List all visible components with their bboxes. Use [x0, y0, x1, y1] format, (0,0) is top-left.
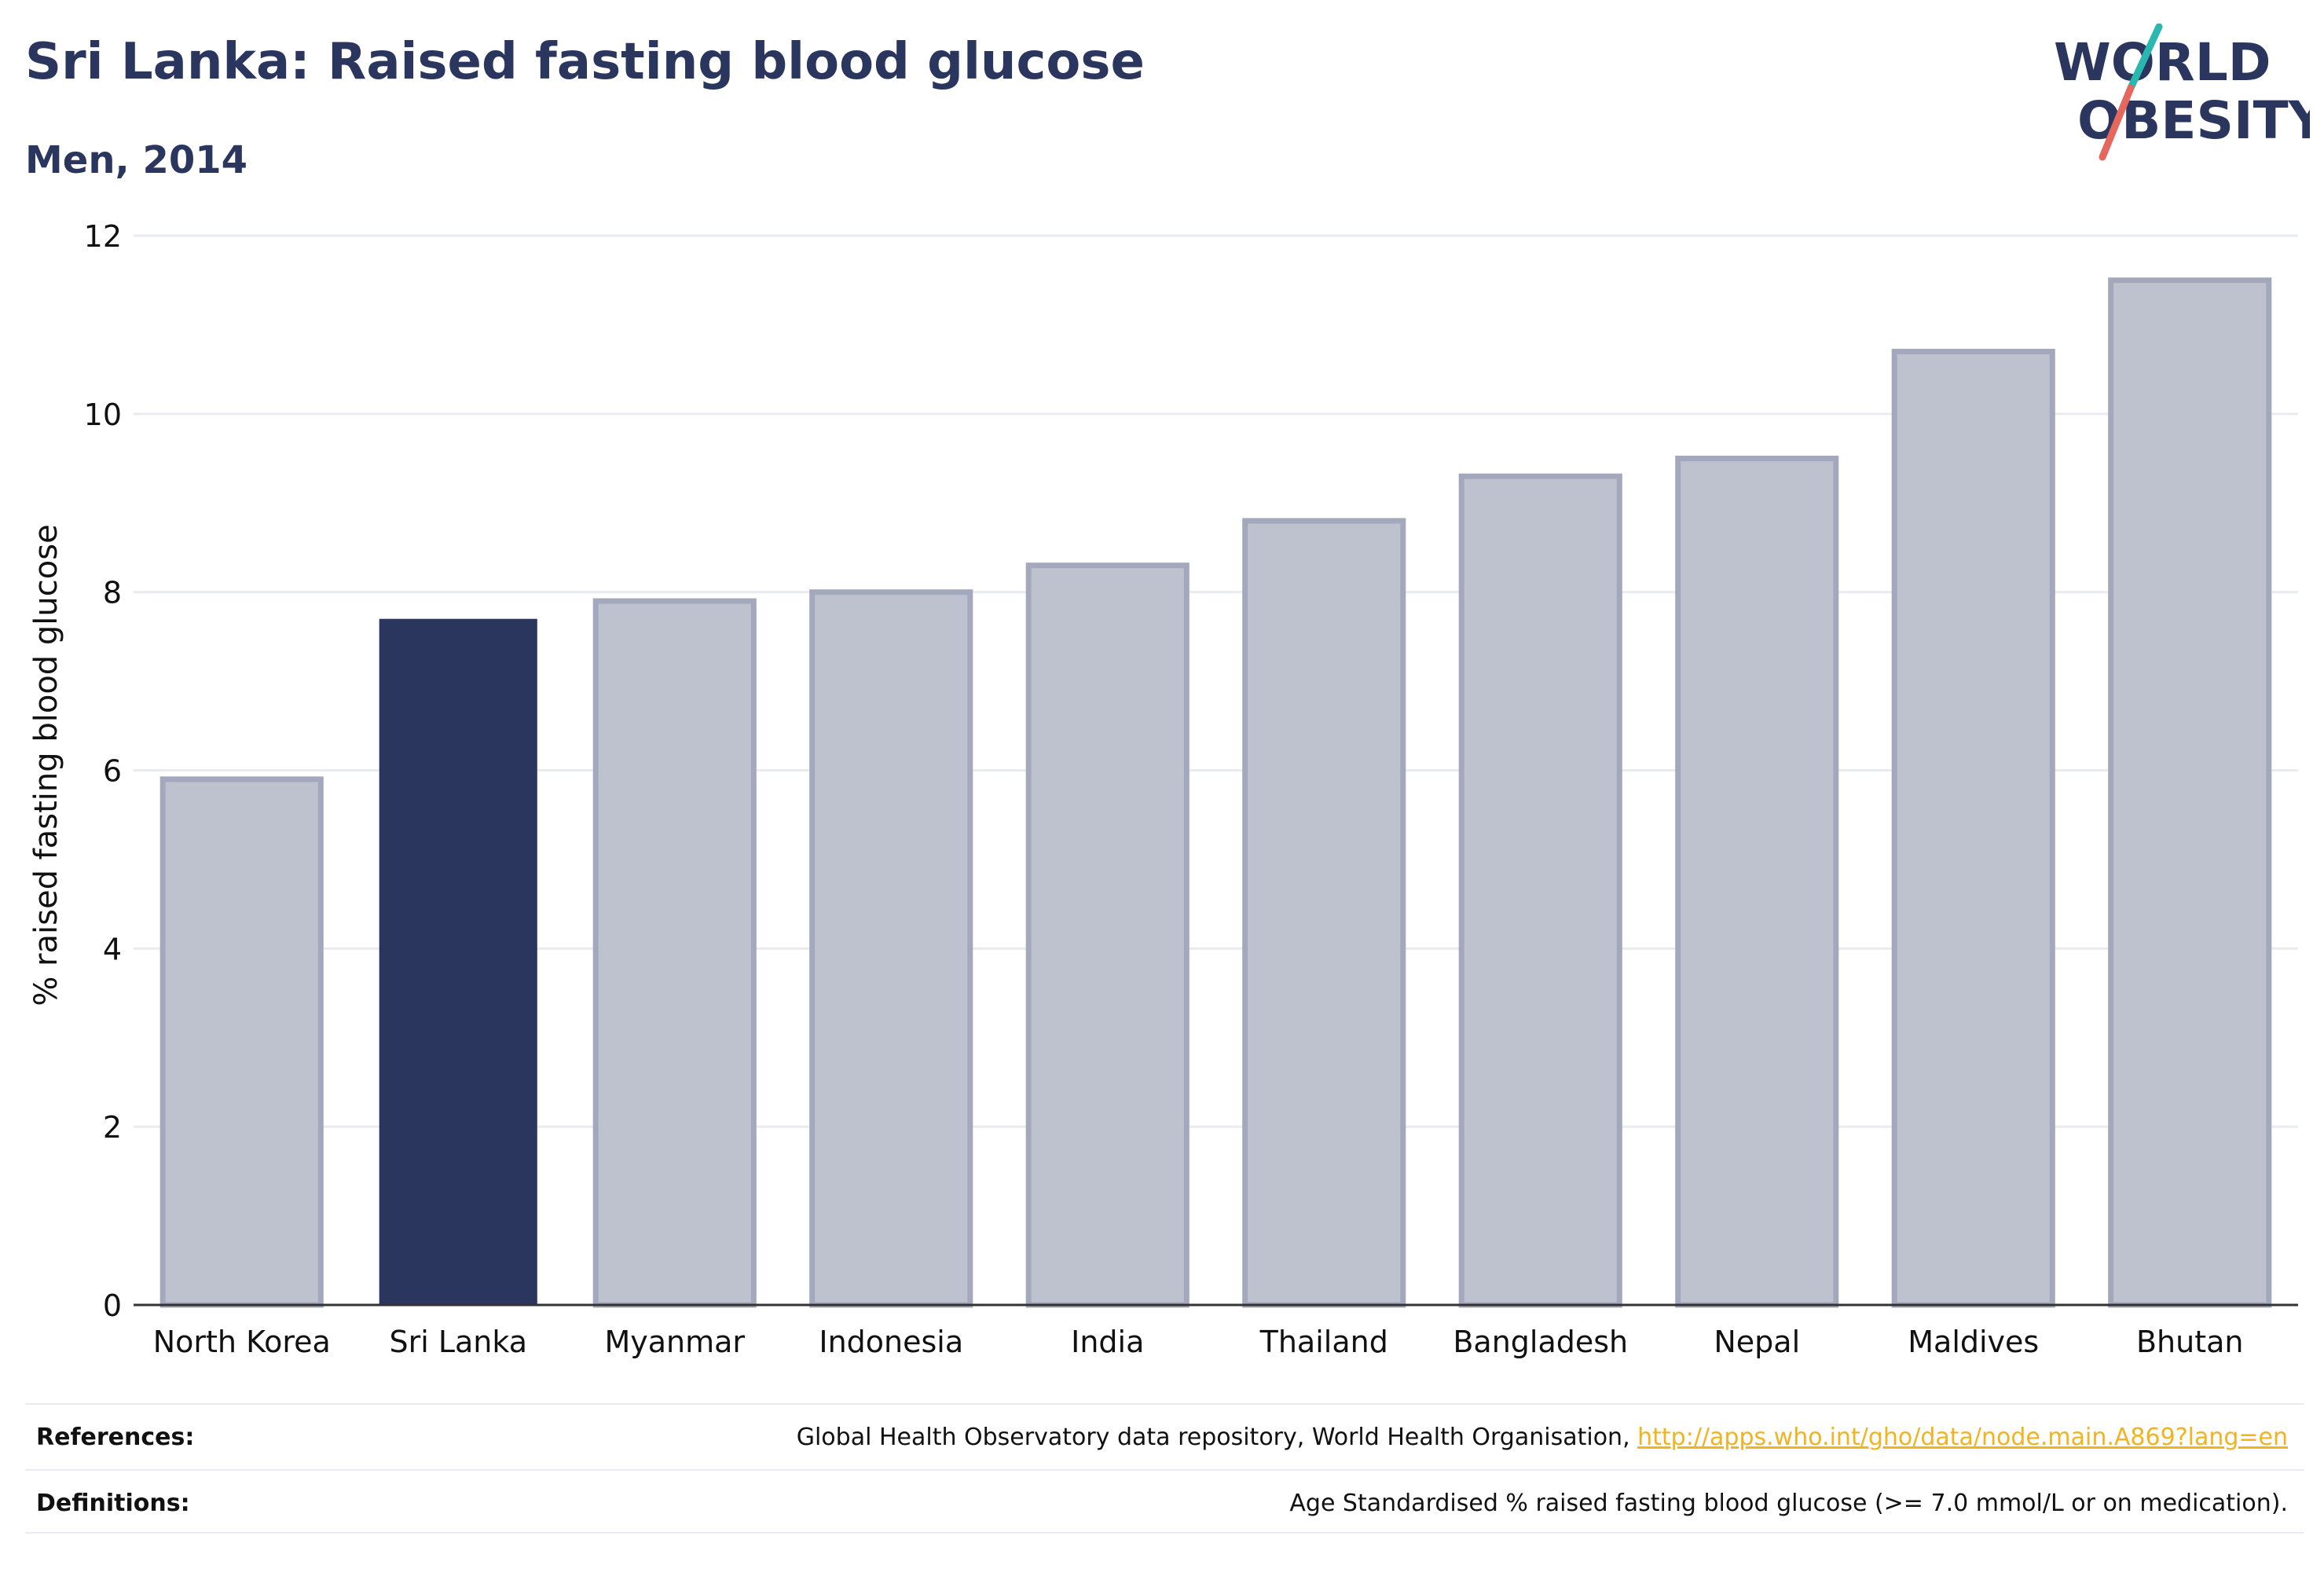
x-tick-label: Myanmar — [604, 1325, 745, 1359]
x-tick-label: Bangladesh — [1453, 1325, 1628, 1359]
bar — [1458, 473, 1622, 1308]
bar — [1025, 563, 1189, 1308]
footer-divider-top — [25, 1403, 2304, 1405]
x-tick-label: Nepal — [1714, 1325, 1800, 1359]
footer-divider-middle — [25, 1469, 2304, 1471]
y-axis-label: % raised fasting blood glucose — [28, 524, 64, 1006]
x-tick-label: Sri Lanka — [389, 1325, 527, 1359]
bar — [2108, 277, 2272, 1308]
bar — [809, 589, 973, 1308]
y-tick-label: 6 — [103, 754, 122, 789]
bar-highlighted — [379, 618, 537, 1305]
y-tick-label: 4 — [103, 932, 122, 966]
definitions-label: Definitions: — [36, 1490, 190, 1517]
x-tick-label: Indonesia — [819, 1325, 963, 1359]
footer-divider-bottom — [25, 1532, 2304, 1534]
y-tick-label: 8 — [103, 576, 122, 610]
x-tick-label: North Korea — [153, 1325, 331, 1359]
chart-title: Sri Lanka: Raised fasting blood glucose — [25, 33, 1145, 91]
y-tick-label: 10 — [84, 398, 122, 432]
bar — [592, 598, 757, 1308]
y-tick-label: 12 — [84, 219, 122, 254]
x-tick-label: Thailand — [1259, 1325, 1388, 1359]
bar — [159, 776, 324, 1308]
axes: 0 2 4 6 8 10 12 North Korea Sri Lanka Myanmar Indo… — [84, 219, 2298, 1359]
bar — [1891, 348, 2055, 1308]
references-link[interactable]: http://apps.who.int/gho/data/node.main.A… — [1637, 1424, 2288, 1451]
world-obesity-logo: WORLD OBESITY — [2054, 24, 2310, 161]
references-source: Global Health Observatory data repositor… — [796, 1424, 1638, 1451]
bar — [1242, 518, 1406, 1308]
y-tick-label: 0 — [103, 1288, 122, 1323]
definitions-text: Age Standardised % raised fasting blood … — [1289, 1490, 2288, 1517]
x-tick-label: India — [1071, 1325, 1144, 1359]
x-tick-label: Bhutan — [2136, 1325, 2244, 1359]
bar-chart: 0 2 4 6 8 10 12 North Korea Sri Lanka Myanmar Indo… — [28, 219, 2298, 1359]
chart-subtitle: Men, 2014 — [25, 138, 248, 182]
logo-slash-top — [2127, 24, 2163, 92]
logo-text-world: WORLD — [2054, 32, 2271, 93]
x-tick-label: Maldives — [1908, 1325, 2039, 1359]
references-text: Global Health Observatory data repositor… — [797, 1424, 2288, 1451]
bar — [1675, 456, 1839, 1308]
y-tick-label: 2 — [103, 1110, 122, 1145]
references-label: References: — [36, 1424, 195, 1451]
bars — [159, 277, 2272, 1308]
logo-slash-bottom — [2099, 84, 2135, 161]
